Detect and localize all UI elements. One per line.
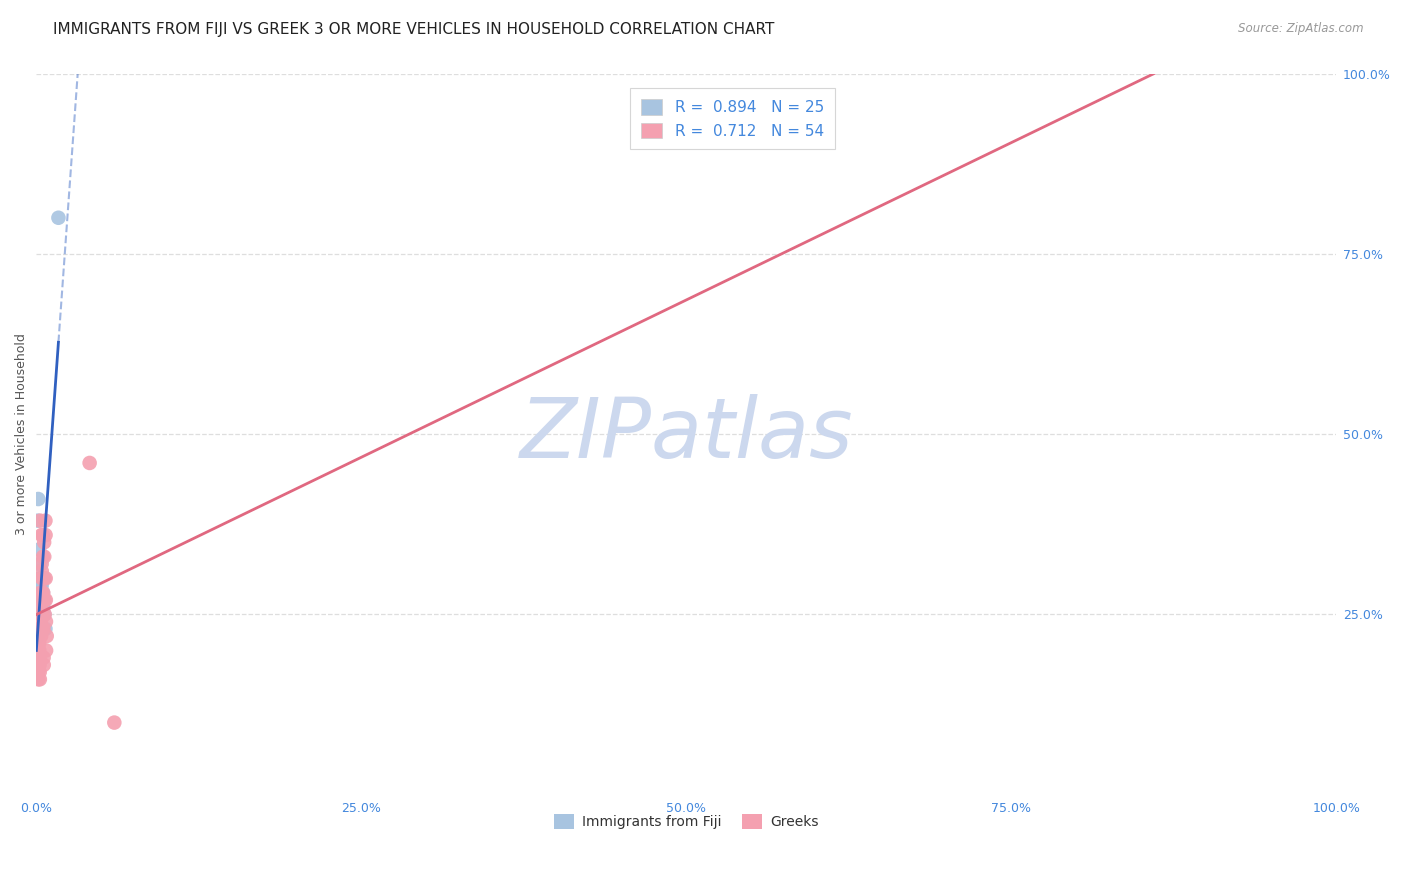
Point (34, 571, 56, 585)
Point (35, 615, 58, 629)
Point (32, 650, 55, 665)
Point (27, 629, 49, 643)
Point (28, 622, 51, 636)
Point (48, 211, 70, 225)
Point (32, 657, 55, 672)
Point (32, 549, 55, 564)
Text: IMMIGRANTS FROM FIJI VS GREEK 3 OR MORE VEHICLES IN HOUSEHOLD CORRELATION CHART: IMMIGRANTS FROM FIJI VS GREEK 3 OR MORE … (53, 22, 775, 37)
Point (30, 600, 52, 615)
Point (35, 629, 58, 643)
Point (31, 578, 53, 592)
Point (32, 593, 55, 607)
Point (32, 593, 55, 607)
Point (28, 542, 51, 557)
Point (31, 586, 53, 600)
Point (27, 514, 49, 528)
Point (30, 593, 52, 607)
Point (34, 607, 56, 622)
Point (28, 557, 51, 571)
Point (34, 622, 56, 636)
Point (34, 607, 56, 622)
Point (32, 549, 55, 564)
Point (30, 629, 52, 643)
Point (28, 643, 51, 657)
Point (31, 528, 53, 542)
Point (31, 564, 53, 578)
Point (28, 629, 51, 643)
Point (34, 528, 56, 542)
Point (30, 593, 52, 607)
Point (103, 715, 125, 730)
Point (30, 615, 52, 629)
Point (27, 643, 49, 657)
Text: ZIPatlas: ZIPatlas (519, 393, 853, 475)
Point (31, 571, 53, 585)
Point (30, 586, 52, 600)
Point (28, 665, 51, 679)
Point (27, 665, 49, 679)
Point (30, 607, 52, 622)
Point (31, 571, 53, 585)
Point (35, 643, 58, 657)
Point (27, 650, 49, 665)
Point (32, 535, 55, 549)
Point (28, 657, 51, 672)
Point (31, 557, 53, 571)
Point (30, 571, 52, 585)
Point (27, 629, 49, 643)
Point (31, 622, 53, 636)
Point (28, 673, 51, 687)
Point (31, 607, 53, 622)
Point (35, 593, 58, 607)
Point (34, 571, 56, 585)
Point (79, 456, 101, 470)
Point (31, 528, 53, 542)
Point (27, 491, 49, 506)
Point (32, 586, 55, 600)
Point (28, 636, 51, 650)
Point (32, 593, 55, 607)
Point (32, 571, 55, 585)
Point (1168, 52, 1191, 66)
Point (30, 586, 52, 600)
Point (31, 571, 53, 585)
Point (32, 600, 55, 615)
Point (27, 673, 49, 687)
Point (32, 622, 55, 636)
Point (28, 650, 51, 665)
Point (32, 586, 55, 600)
Point (30, 578, 52, 592)
Point (28, 571, 51, 585)
Point (27, 657, 49, 672)
Point (31, 600, 53, 615)
Point (31, 593, 53, 607)
Point (27, 636, 49, 650)
Point (34, 593, 56, 607)
Text: Source: ZipAtlas.com: Source: ZipAtlas.com (1239, 22, 1364, 36)
Y-axis label: 3 or more Vehicles in Household: 3 or more Vehicles in Household (15, 334, 28, 535)
Point (30, 514, 52, 528)
Point (31, 586, 53, 600)
Point (30, 586, 52, 600)
Point (30, 578, 52, 592)
Point (30, 622, 52, 636)
Legend: Immigrants from Fiji, Greeks: Immigrants from Fiji, Greeks (548, 809, 824, 835)
Point (31, 593, 53, 607)
Point (34, 514, 56, 528)
